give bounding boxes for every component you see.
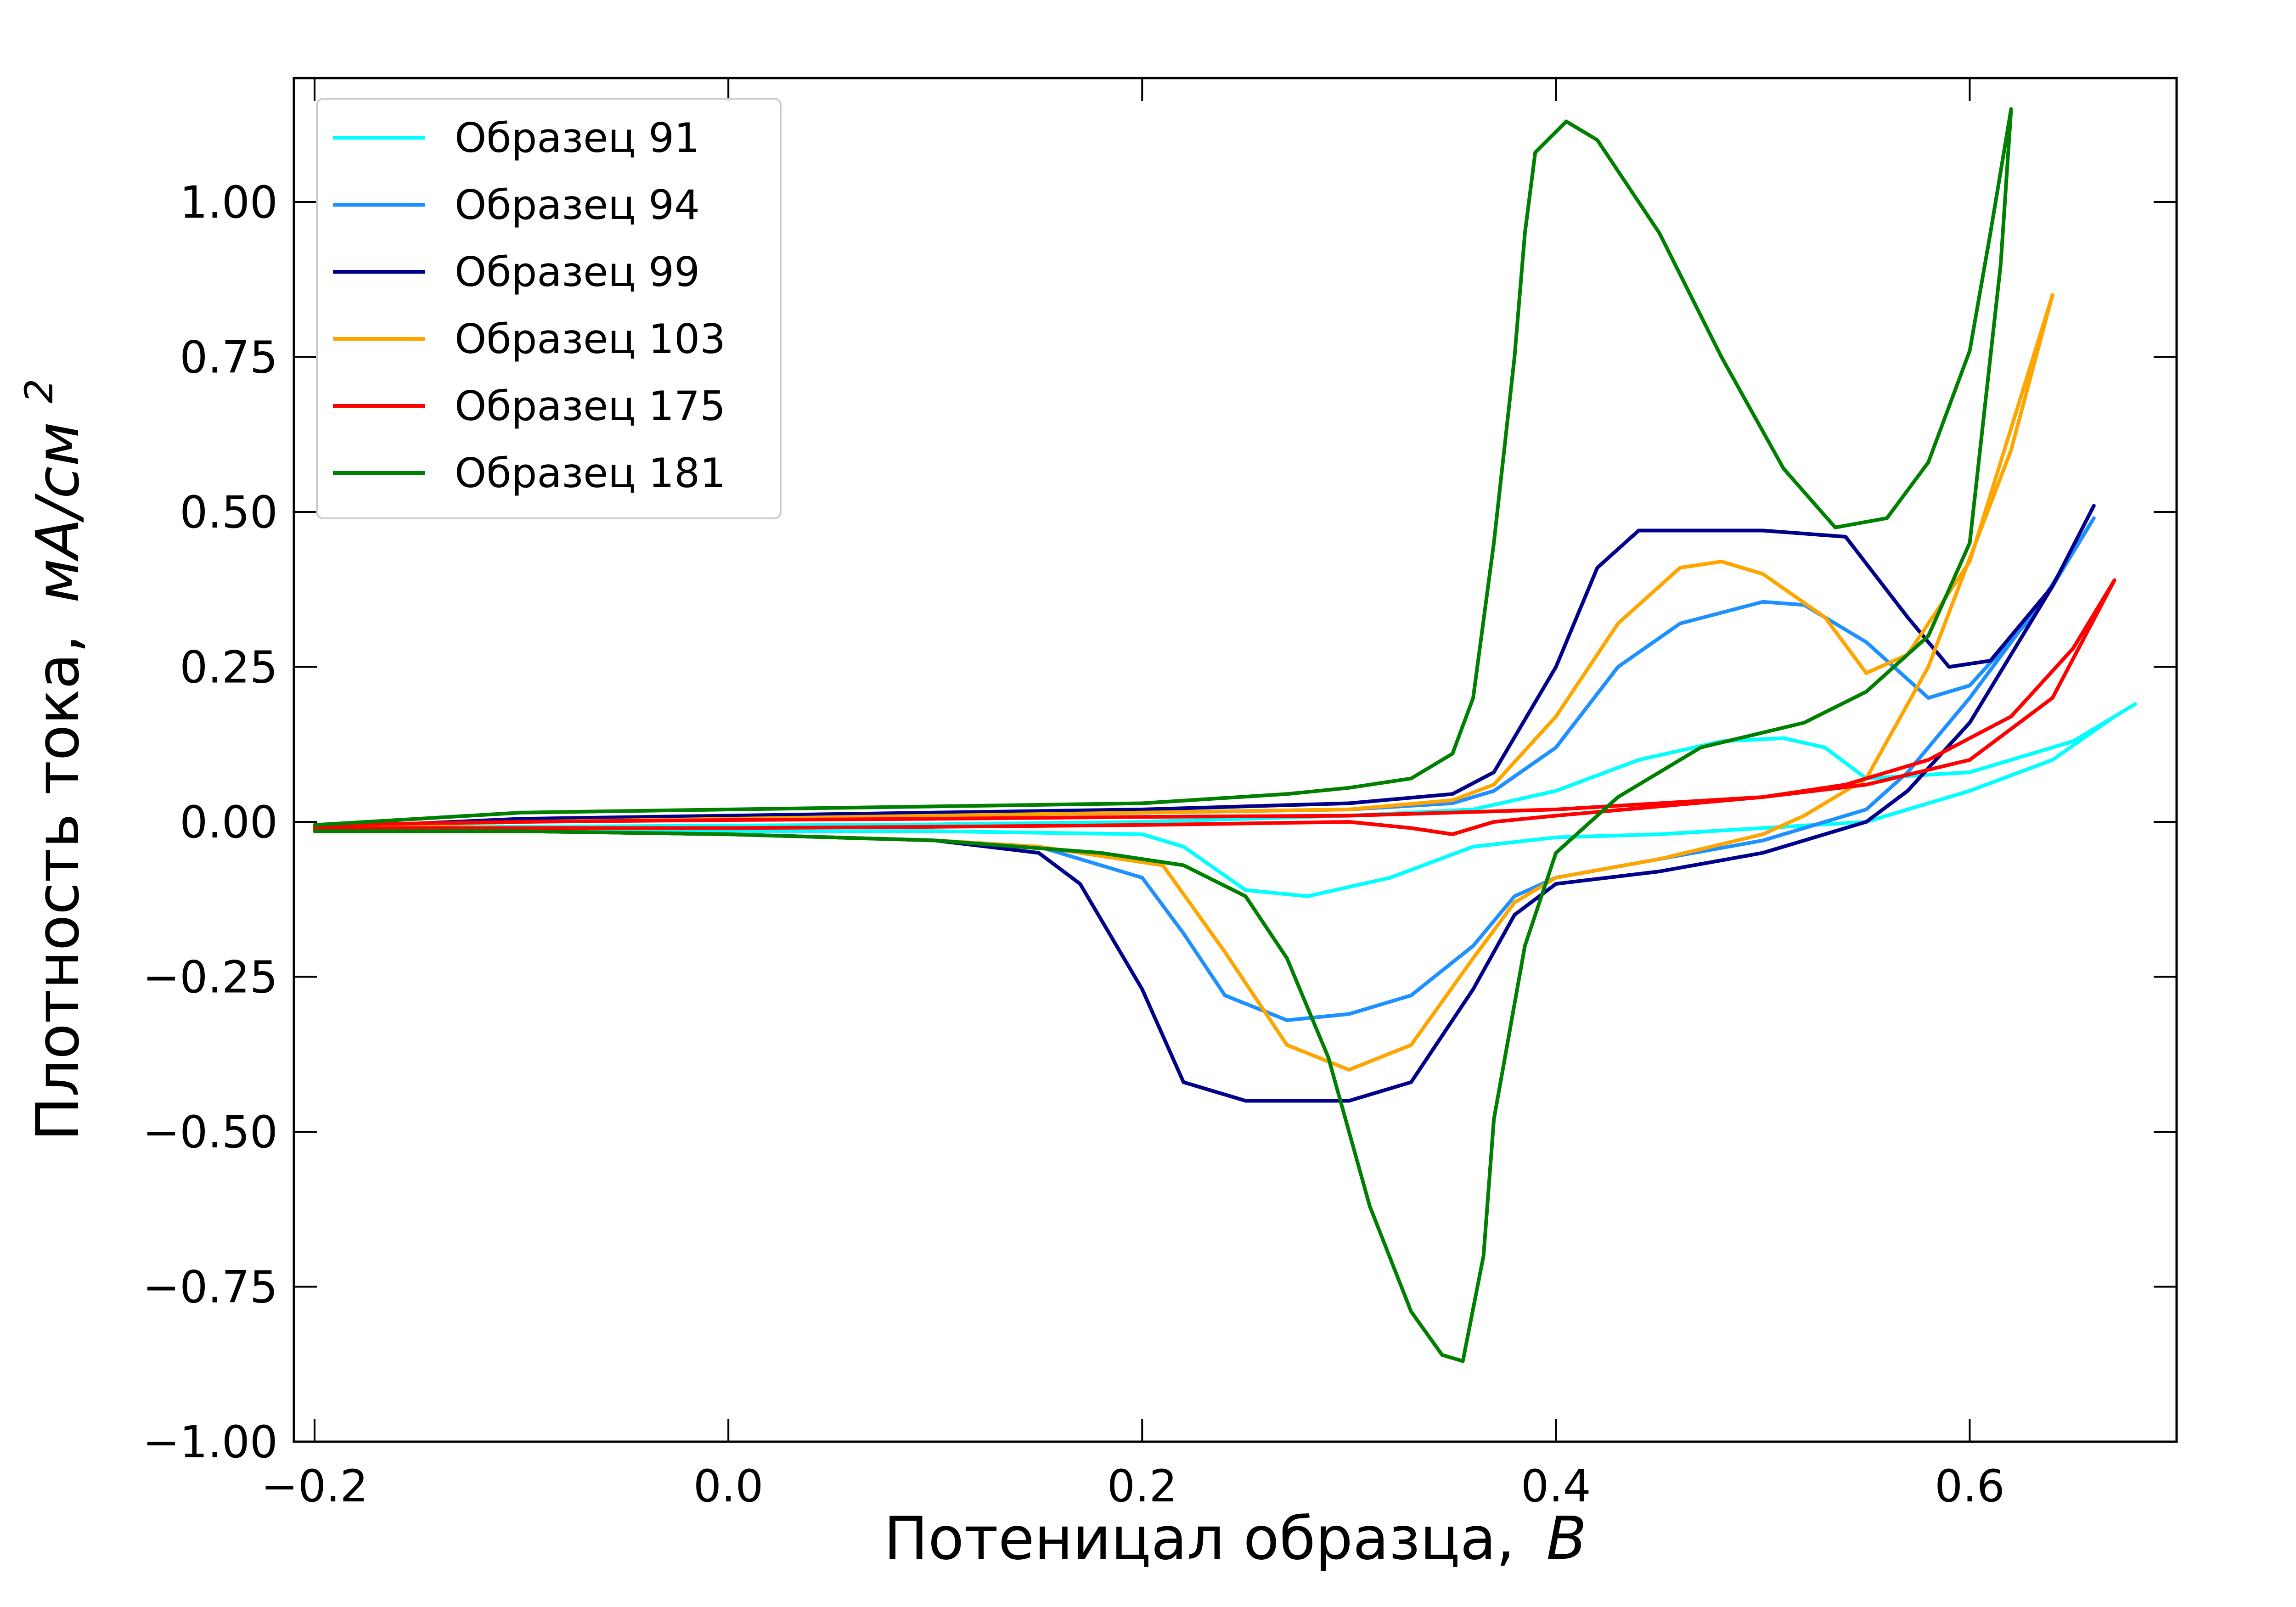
x-tick-label: 0.2 (1107, 1461, 1177, 1512)
y-tick-label: −1.00 (143, 1416, 278, 1468)
y-axis-label: Плотность тока, мА/см 2 (17, 379, 92, 1141)
y-axis-label-unit-superscript: 2 (17, 379, 62, 403)
plot-frame (293, 77, 2178, 1443)
legend-label-3: Образец 103 (455, 315, 726, 363)
y-tick-label: 0.75 (180, 332, 278, 383)
y-axis-label-unit: мА/см (24, 422, 92, 603)
series-line-5 (313, 107, 2013, 1363)
legend-items: Образец 91 Образец 94 Образец 99 Образец 10… (333, 114, 726, 497)
y-axis-label-text: Плотность тока, (24, 635, 92, 1141)
series-line-1 (313, 516, 2096, 1022)
legend: Образец 91 Образец 94 Образец 99 Образец 10… (316, 98, 782, 519)
x-tick-label: −0.2 (261, 1461, 368, 1512)
y-tick-label: 0.25 (180, 642, 278, 693)
x-tick-label: 0.0 (693, 1461, 764, 1512)
series-line-4 (313, 578, 2116, 836)
legend-label-1: Образец 94 (455, 181, 700, 229)
x-axis-label: Потеницал образца, В (884, 1505, 1587, 1573)
x-axis-label-unit: В (1546, 1505, 1587, 1573)
y-tick-label: −0.75 (143, 1262, 278, 1313)
legend-label-0: Образец 91 (455, 114, 700, 162)
y-tick-label: 0.00 (180, 797, 278, 848)
series-line-2 (313, 504, 2096, 1103)
legend-label-5: Образец 181 (455, 450, 726, 497)
legend-label-2: Образец 99 (455, 248, 700, 296)
x-axis-label-text: Потеницал образца, (884, 1505, 1515, 1573)
series-layer (313, 107, 2137, 1363)
y-tick-label: −0.25 (143, 952, 278, 1003)
y-tick-label: 0.50 (180, 487, 278, 538)
x-tick-label: 0.6 (1935, 1461, 2005, 1512)
x-tick-label: 0.4 (1521, 1461, 1591, 1512)
y-tick-label: −0.50 (143, 1107, 278, 1158)
y-tick-label: 1.00 (180, 177, 278, 228)
series-line-3 (313, 293, 2054, 1072)
legend-label-4: Образец 175 (455, 382, 726, 430)
legend-box (316, 98, 782, 519)
tick-labels-layer: −0.2 0.0 0.2 0.4 0.6 −1.00 −0.75 −0.50 −0.25 0.00… (143, 177, 2005, 1512)
ticks-layer (294, 78, 2177, 1443)
